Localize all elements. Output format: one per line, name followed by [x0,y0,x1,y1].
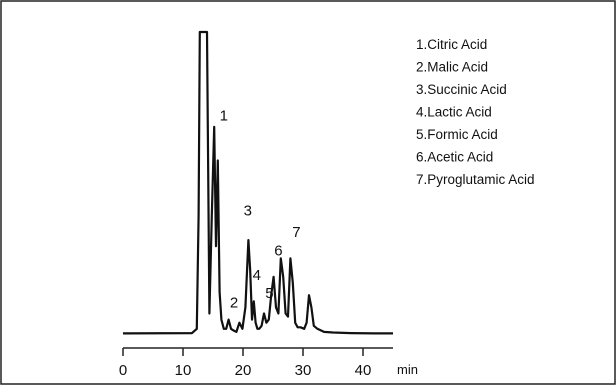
legend-item: 2.Malic Acid [416,60,488,75]
peak-label: 1 [220,108,228,125]
peak-label: 7 [292,224,300,241]
peak-label: 6 [274,242,282,259]
legend: 1.Citric Acid 2.Malic Acid 3.Succinic Acid… [416,37,535,187]
x-tick-label: 20 [235,362,252,379]
x-axis-ticks: 0 10 20 30 40 [119,348,372,379]
x-axis-unit-label: min [397,362,418,377]
x-tick-label: 30 [295,362,312,379]
x-tick-label: 0 [119,362,127,379]
legend-item: 4.Lactic Acid [416,105,492,120]
peak-label: 2 [230,294,238,311]
legend-item: 5.Formic Acid [416,127,498,142]
legend-item: 3.Succinic Acid [416,82,507,97]
legend-item: 6.Acetic Acid [416,150,493,165]
chromatogram-trace [122,30,393,335]
legend-item: 7.Pyroglutamic Acid [416,172,535,187]
peak-label: 5 [265,285,273,302]
legend-item: 1.Citric Acid [416,37,487,52]
x-tick-label: 10 [175,362,192,379]
peak-label: 4 [253,267,261,284]
peak-label: 3 [244,203,252,220]
x-tick-label: 40 [355,362,372,379]
